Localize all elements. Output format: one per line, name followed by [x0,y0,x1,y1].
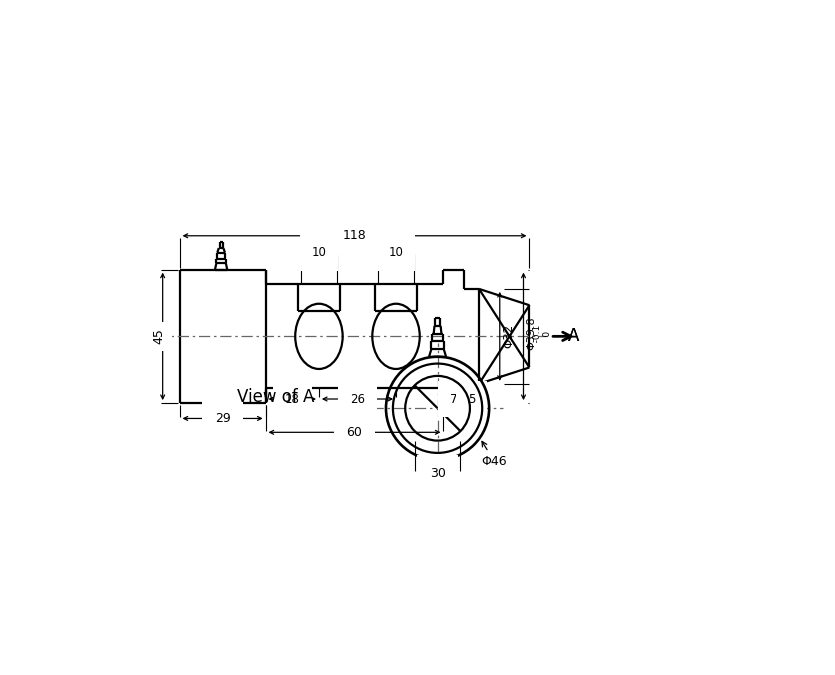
Text: 30: 30 [430,467,446,480]
Text: 18: 18 [285,392,300,406]
Text: -0.1
     0: -0.1 0 [533,325,552,351]
Text: 10: 10 [311,246,326,259]
Text: 26: 26 [350,392,365,406]
Text: 60: 60 [347,426,362,439]
Text: 45: 45 [152,329,165,344]
Text: A: A [568,327,579,346]
Text: View of A: View of A [237,387,315,406]
Text: Φ32: Φ32 [503,324,516,348]
Text: Φ39.8: Φ39.8 [527,317,537,350]
Text: 118: 118 [342,230,367,242]
Text: 7: 7 [450,392,458,406]
Text: 29: 29 [215,412,230,425]
Text: 5: 5 [468,392,475,406]
Text: A: A [568,327,579,346]
Text: 10: 10 [388,246,403,259]
Text: Φ46: Φ46 [482,441,507,468]
